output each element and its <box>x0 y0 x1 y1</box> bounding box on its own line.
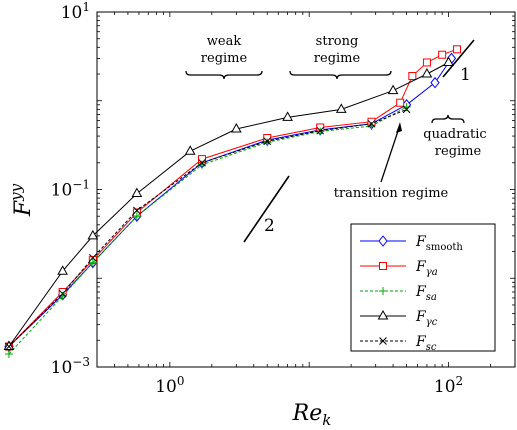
data-point-gamma-c <box>184 145 196 155</box>
data-point-gamma-a <box>408 72 417 81</box>
legend-label-gamma-a: Fγa <box>415 259 438 278</box>
y-tick-label: 10−3 <box>51 355 90 378</box>
legend-marker-gamma-c <box>377 309 389 320</box>
legend-entry-s-c: Fsc <box>360 334 437 353</box>
data-point-s-a <box>88 258 97 267</box>
data-point-s-c <box>402 105 411 114</box>
y-tick-label: 10−1 <box>51 178 90 201</box>
legend-label-gamma-c: Fγc <box>415 309 438 328</box>
data-point-gamma-c <box>443 56 454 66</box>
legend-label-smooth: Fsmooth <box>415 234 463 253</box>
data-point-gamma-c <box>387 84 399 95</box>
weak-regime-label-1: weak <box>207 34 242 49</box>
data-point-gamma-c <box>421 68 433 78</box>
data-point-s-c <box>88 253 97 262</box>
x-axis-label: Rek <box>292 401 332 429</box>
data-point-s-c <box>316 126 325 135</box>
legend-label-s-c: Fsc <box>415 334 437 353</box>
data-point-s-a <box>132 212 141 221</box>
legend: Fsmooth Fγa Fsa Fγc Fsc <box>350 223 496 353</box>
series-s-c <box>5 105 411 351</box>
legend-label-s-a: Fsa <box>415 284 437 303</box>
series-s-a <box>4 103 411 359</box>
series-gamma-c <box>3 56 454 351</box>
axis-tick-labels: 100 102 10−3 10−1 101 <box>51 0 464 397</box>
slope-two-line <box>243 175 290 243</box>
quadratic-regime-brace <box>431 114 465 124</box>
data-point-gamma-c <box>282 111 293 121</box>
legend-marker-s-c <box>379 337 387 345</box>
transition-arrowhead <box>396 122 402 133</box>
data-point-smooth <box>430 76 440 89</box>
legend-entry-gamma-c: Fγc <box>360 309 438 328</box>
data-point-gamma-a <box>422 58 431 67</box>
slope-two-label: 2 <box>264 216 275 236</box>
data-point-gamma-c <box>131 187 143 198</box>
data-point-s-c <box>198 158 206 167</box>
data-point-s-c <box>5 342 13 351</box>
x-tick-label: 102 <box>434 374 463 397</box>
legend-marker-smooth <box>378 235 388 247</box>
x-tick-label: 100 <box>155 374 184 397</box>
legend-marker-s-a <box>379 287 387 295</box>
series-line-s-c <box>8 108 407 347</box>
legend-box <box>350 223 496 352</box>
data-point-s-c <box>58 289 67 298</box>
weak-regime-label-2: regime <box>201 51 248 66</box>
data-point-gamma-c <box>3 340 15 351</box>
data-point-s-c <box>367 119 376 128</box>
data-point-gamma-a <box>396 98 405 107</box>
data-point-gamma-c <box>87 229 99 240</box>
axis-ticks <box>96 11 516 368</box>
quadratic-regime-label-1: quadratic <box>423 127 486 142</box>
data-point-gamma-a <box>452 45 461 54</box>
data-point-gamma-c <box>57 265 68 275</box>
strong-regime-label-2: regime <box>314 51 361 66</box>
strong-regime-brace <box>289 70 392 80</box>
data-series <box>3 45 461 359</box>
y-axis-label: Fyy <box>7 183 36 217</box>
legend-entry-gamma-a: Fγa <box>360 259 438 278</box>
legend-marker-gamma-a <box>379 262 387 270</box>
data-point-gamma-c <box>230 123 242 133</box>
legend-entry-smooth: Fsmooth <box>360 234 463 253</box>
series-line-s-a <box>8 106 407 355</box>
data-point-s-c <box>263 137 272 146</box>
data-point-s-c <box>133 206 141 215</box>
slope-one-line <box>442 39 475 78</box>
transition-regime-label: transition regime <box>334 186 449 201</box>
data-point-s-a <box>4 350 13 359</box>
quadratic-regime-label-2: regime <box>435 144 482 159</box>
slope-one-label: 1 <box>460 65 471 85</box>
data-point-s-a <box>263 138 272 147</box>
strong-regime-label-1: strong <box>316 34 359 49</box>
data-point-gamma-a <box>438 50 447 59</box>
annotations: weak regime strong regime quadratic regi… <box>185 34 487 243</box>
weak-regime-brace <box>185 70 263 80</box>
data-point-gamma-c <box>335 103 347 113</box>
transition-arrow <box>380 124 401 183</box>
legend-entry-s-a: Fsa <box>360 284 437 303</box>
y-tick-label: 101 <box>61 0 90 23</box>
